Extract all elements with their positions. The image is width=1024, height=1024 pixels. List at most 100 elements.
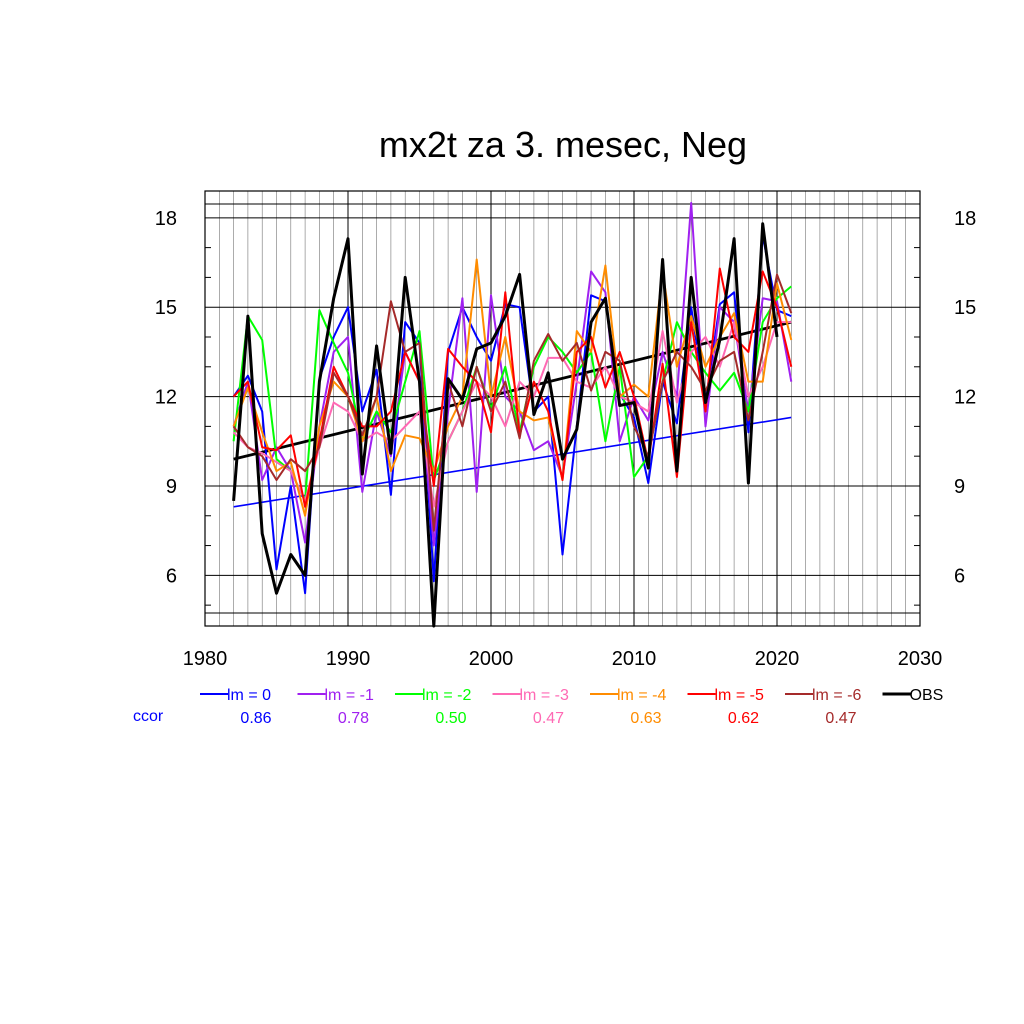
series-4-point bbox=[390, 470, 392, 472]
series-4-point bbox=[647, 396, 649, 398]
series-2-point bbox=[376, 410, 378, 412]
series-5-point bbox=[619, 351, 621, 353]
x-tick-label: 1990 bbox=[326, 648, 371, 670]
y-tick-label-right: 9 bbox=[954, 476, 965, 498]
series-6-point bbox=[576, 342, 578, 344]
series-0-point bbox=[376, 369, 378, 371]
series-3-point bbox=[404, 425, 406, 427]
series-2-point bbox=[733, 372, 735, 374]
series-2-point bbox=[719, 390, 721, 392]
series-4-point bbox=[404, 434, 406, 436]
series-5-point bbox=[747, 351, 749, 353]
series-1-point bbox=[647, 419, 649, 421]
plot-frame bbox=[204, 190, 921, 627]
series-1-point bbox=[461, 297, 463, 299]
series-3-point bbox=[504, 425, 506, 427]
series-3-point bbox=[647, 410, 649, 412]
series-3-point bbox=[576, 381, 578, 383]
series-0-point bbox=[747, 431, 749, 433]
legend-label: lm = -3 bbox=[520, 687, 569, 704]
series-3-point bbox=[233, 431, 235, 433]
series-6-point bbox=[247, 446, 249, 448]
series-6-point bbox=[590, 390, 592, 392]
series-6-point bbox=[290, 458, 292, 460]
series-0-point bbox=[676, 422, 678, 424]
series-0-point bbox=[590, 294, 592, 296]
series-5-point bbox=[247, 381, 249, 383]
series-4-point bbox=[419, 437, 421, 439]
series-0-point bbox=[733, 291, 735, 293]
series-4-point bbox=[576, 330, 578, 332]
series-4-point bbox=[604, 264, 606, 266]
series-1-point bbox=[333, 351, 335, 353]
series-4-point bbox=[276, 470, 278, 472]
series-5-point bbox=[361, 425, 363, 427]
series-1-point bbox=[790, 381, 792, 383]
chart-title: mx2t za 3. mesec, Neg bbox=[379, 124, 747, 165]
series-3-point bbox=[547, 357, 549, 359]
series-1-point bbox=[762, 297, 764, 299]
series-4-point bbox=[590, 351, 592, 353]
series-4-point bbox=[633, 384, 635, 386]
series-6-point bbox=[619, 360, 621, 362]
series-2-point bbox=[419, 330, 421, 332]
y-tick-label-right: 18 bbox=[954, 208, 976, 230]
series-1-point bbox=[533, 449, 535, 451]
series-5-point bbox=[562, 479, 564, 481]
series-2-point bbox=[790, 285, 792, 287]
series-6-point bbox=[261, 455, 263, 457]
y-tick-label-left: 18 bbox=[155, 208, 177, 230]
series-1-point bbox=[476, 491, 478, 493]
legend-ccor-value: 0.47 bbox=[825, 710, 856, 727]
series-1-point bbox=[719, 306, 721, 308]
series-6-point bbox=[347, 396, 349, 398]
series-3-point bbox=[519, 381, 521, 383]
series-5-point bbox=[233, 396, 235, 398]
series-line-5 bbox=[232, 267, 793, 508]
series-0-point bbox=[276, 568, 278, 570]
series-3-point bbox=[790, 321, 792, 323]
series-1-point bbox=[347, 336, 349, 338]
series-6-point bbox=[361, 434, 363, 436]
series-3-point bbox=[333, 402, 335, 404]
legend-label: lm = -1 bbox=[325, 687, 374, 704]
series-0-point bbox=[290, 485, 292, 487]
series-5-point bbox=[690, 321, 692, 323]
legend-label: lm = -2 bbox=[422, 687, 471, 704]
y-tick-label-left: 9 bbox=[166, 476, 177, 498]
series-2-point bbox=[562, 351, 564, 353]
series-5-point bbox=[447, 348, 449, 350]
series-5-point bbox=[676, 476, 678, 478]
series-6-point bbox=[476, 366, 478, 368]
y-tick-label-left: 12 bbox=[155, 387, 177, 409]
series-5-point bbox=[290, 434, 292, 436]
series-1-point bbox=[619, 440, 621, 442]
series-0-point bbox=[404, 321, 406, 323]
series-5-point bbox=[762, 270, 764, 272]
x-tick-label: 2030 bbox=[898, 648, 943, 670]
series-1-point bbox=[261, 479, 263, 481]
series-5-point bbox=[662, 363, 664, 365]
series-4-point bbox=[762, 381, 764, 383]
series-4-point bbox=[790, 339, 792, 341]
series-6-point bbox=[318, 446, 320, 448]
x-tick-label: 2010 bbox=[612, 648, 657, 670]
series-6-point bbox=[562, 360, 564, 362]
series-line-7 bbox=[232, 222, 779, 628]
series-1-point bbox=[705, 425, 707, 427]
series-4-point bbox=[533, 419, 535, 421]
series-5-point bbox=[390, 410, 392, 412]
series-6-point bbox=[533, 360, 535, 362]
series-5-point bbox=[461, 366, 463, 368]
series-0-point bbox=[304, 592, 306, 594]
series-6-point bbox=[276, 479, 278, 481]
series-6-point bbox=[604, 351, 606, 353]
series-2-point bbox=[776, 297, 778, 299]
series-line-6 bbox=[232, 273, 793, 532]
series-6-point bbox=[504, 381, 506, 383]
series-4-point bbox=[447, 425, 449, 427]
series-0-point bbox=[490, 360, 492, 362]
series-6-point bbox=[676, 351, 678, 353]
series-1-point bbox=[304, 542, 306, 544]
series-3-point bbox=[690, 351, 692, 353]
